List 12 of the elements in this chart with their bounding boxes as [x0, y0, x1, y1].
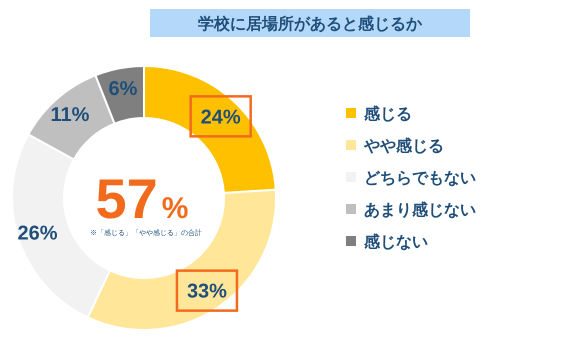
legend-label: あまり感じない	[364, 201, 476, 219]
legend-label: 感じる	[363, 105, 412, 123]
data-label: 33%	[186, 280, 228, 303]
legend-label: 感じない	[363, 233, 428, 251]
text: 57%	[96, 167, 188, 230]
data-label: 6%	[108, 78, 138, 100]
data-label: 26%	[17, 222, 58, 245]
data-label: 24%	[200, 106, 241, 128]
data-label: 11%	[50, 104, 90, 126]
chart-title: 学校に居場所があると感じるか	[198, 15, 423, 33]
legend-label: どちらでもない	[364, 170, 476, 187]
legend-label: やや感じる	[363, 137, 444, 155]
